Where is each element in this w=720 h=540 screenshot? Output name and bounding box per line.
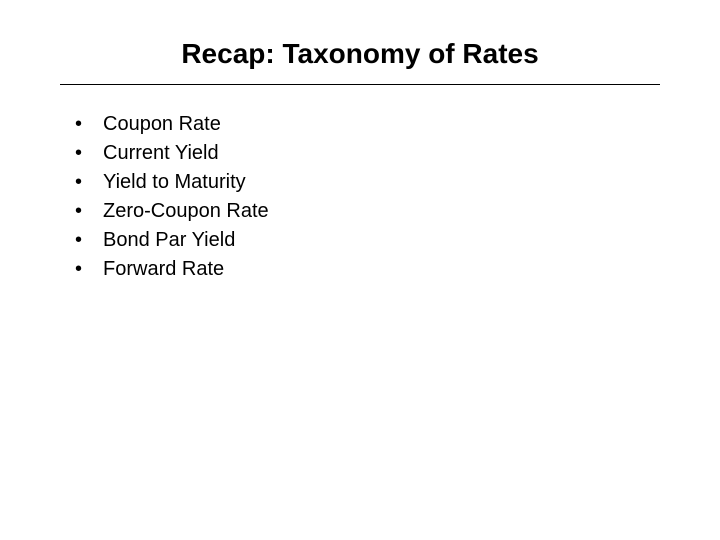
bullet-icon: • <box>75 113 103 136</box>
list-item: • Bond Par Yield <box>75 229 720 252</box>
slide-container: Recap: Taxonomy of Rates • Coupon Rate •… <box>0 0 720 540</box>
list-item: • Coupon Rate <box>75 113 720 136</box>
list-item: • Yield to Maturity <box>75 171 720 194</box>
bullet-text: Current Yield <box>103 142 219 165</box>
bullet-icon: • <box>75 142 103 165</box>
bullet-icon: • <box>75 171 103 194</box>
bullet-icon: • <box>75 258 103 281</box>
list-item: • Zero-Coupon Rate <box>75 200 720 223</box>
bullet-icon: • <box>75 200 103 223</box>
bullet-text: Bond Par Yield <box>103 229 235 252</box>
bullet-text: Forward Rate <box>103 258 224 281</box>
title-section: Recap: Taxonomy of Rates <box>0 0 720 85</box>
list-item: • Forward Rate <box>75 258 720 281</box>
bullet-list: • Coupon Rate • Current Yield • Yield to… <box>75 113 720 281</box>
bullet-text: Yield to Maturity <box>103 171 246 194</box>
content-section: • Coupon Rate • Current Yield • Yield to… <box>0 85 720 281</box>
bullet-text: Zero-Coupon Rate <box>103 200 269 223</box>
bullet-icon: • <box>75 229 103 252</box>
bullet-text: Coupon Rate <box>103 113 221 136</box>
list-item: • Current Yield <box>75 142 720 165</box>
slide-title: Recap: Taxonomy of Rates <box>60 38 660 84</box>
